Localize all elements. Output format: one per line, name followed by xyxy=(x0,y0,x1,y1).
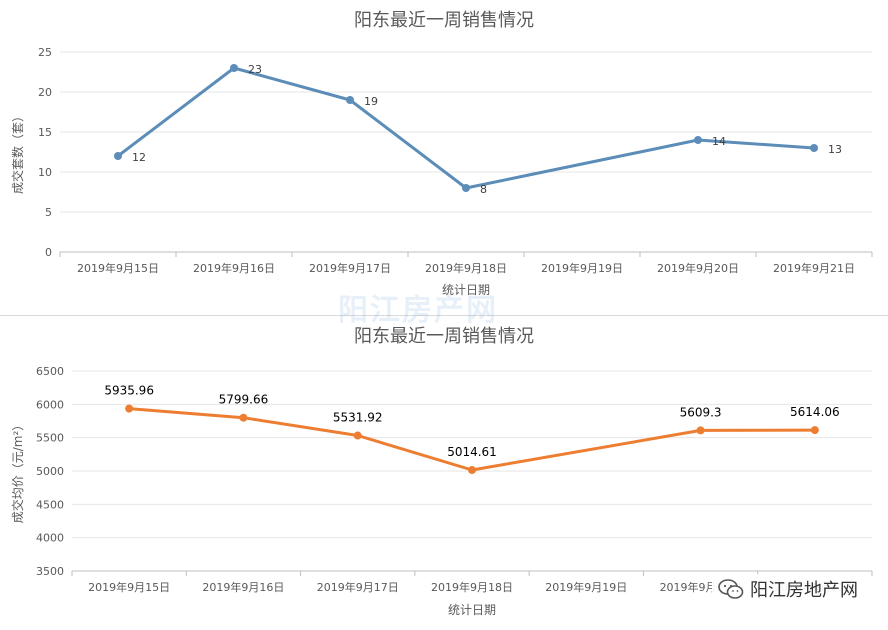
data-point xyxy=(353,431,362,440)
x-tick-label: 2019年9月20日 xyxy=(657,261,739,275)
x-tick-label: 2019年9月17日 xyxy=(317,580,399,594)
data-label: 19 xyxy=(364,95,378,108)
chart-panel-units: 阳东最近一周销售情况 0 5 10 15 20 25 2019年9月15日 2019年9月16日… xyxy=(10,10,873,297)
data-point xyxy=(696,426,705,435)
x-axis-label: 统计日期 xyxy=(448,603,496,617)
x-tick-label: 2019年9月21日 xyxy=(773,261,855,275)
x-tick-label: 2019年9月19日 xyxy=(541,261,623,275)
x-tick-label: 2019年9月19日 xyxy=(545,580,627,594)
y-tick-label: 0 xyxy=(45,246,52,259)
watermark-text: 阳江房产网 xyxy=(338,293,498,328)
data-point xyxy=(346,96,354,104)
units-chart-svg: 阳东最近一周销售情况 0 5 10 15 20 25 2019年9月15日 2019年9月16日… xyxy=(10,10,873,297)
y-tick-label: 3500 xyxy=(36,565,64,578)
data-point xyxy=(462,184,470,192)
y-tick-label: 25 xyxy=(38,46,52,59)
y-tick-label: 5000 xyxy=(36,465,64,478)
y-axis-label: 成交均价（元/m²） xyxy=(10,419,25,524)
y-tick-label: 4000 xyxy=(36,532,64,545)
data-point xyxy=(230,64,238,72)
x-axis-label: 统计日期 xyxy=(442,283,490,297)
chart-divider xyxy=(0,315,888,316)
series-line xyxy=(128,407,815,472)
data-point xyxy=(468,466,476,475)
data-point xyxy=(114,152,122,160)
series-line xyxy=(117,66,815,190)
data-point xyxy=(694,136,702,144)
data-point xyxy=(239,413,248,422)
y-axis-label: 成交套数（套） xyxy=(10,110,25,194)
data-label: 5799.66 xyxy=(219,393,269,407)
y-tick-label: 4500 xyxy=(36,498,64,511)
brand-account-name: 阳江房地产网 xyxy=(750,580,858,601)
chart-title: 阳东最近一周销售情况 xyxy=(354,10,534,31)
data-label: 5935.96 xyxy=(104,384,154,398)
y-tick-label: 20 xyxy=(38,86,52,99)
y-tick-label: 15 xyxy=(38,126,52,139)
x-tick-label: 2019年9月15日 xyxy=(77,261,159,275)
data-label: 23 xyxy=(248,63,262,76)
y-tick-label: 10 xyxy=(38,166,52,179)
x-tick-label: 2019年9月16日 xyxy=(193,261,275,275)
data-label: 5609.3 xyxy=(680,405,722,419)
data-point xyxy=(810,144,818,152)
chart-title: 阳东最近一周销售情况 xyxy=(354,326,534,347)
data-label: 5531.92 xyxy=(333,411,383,425)
x-tick-label: 2019年9月17日 xyxy=(309,261,391,275)
x-tick-label: 2019年9月18日 xyxy=(425,261,507,275)
wechat-icon xyxy=(718,579,744,599)
y-tick-label: 6500 xyxy=(36,365,64,378)
data-label: 13 xyxy=(828,143,842,156)
x-tick-label: 2019年9月15日 xyxy=(88,580,170,594)
data-point xyxy=(125,404,134,413)
data-label: 5614.06 xyxy=(790,405,840,419)
price-chart-svg: 阳东最近一周销售情况 3500 4000 4500 5000 5500 6000 6500 20… xyxy=(10,326,873,617)
data-label: 8 xyxy=(480,183,487,196)
data-label: 5014.61 xyxy=(447,445,497,459)
x-tick-label: 2019年9月18日 xyxy=(431,580,513,594)
y-tick-label: 5 xyxy=(45,206,52,219)
y-tick-label: 6000 xyxy=(36,398,64,411)
data-label: 14 xyxy=(712,135,726,148)
y-tick-label: 5500 xyxy=(36,432,64,445)
data-point xyxy=(810,426,819,435)
brand-badge: 阳江房地产网 xyxy=(712,574,864,604)
x-tick-label: 2019年9月16日 xyxy=(202,580,284,594)
data-label: 12 xyxy=(132,151,146,164)
